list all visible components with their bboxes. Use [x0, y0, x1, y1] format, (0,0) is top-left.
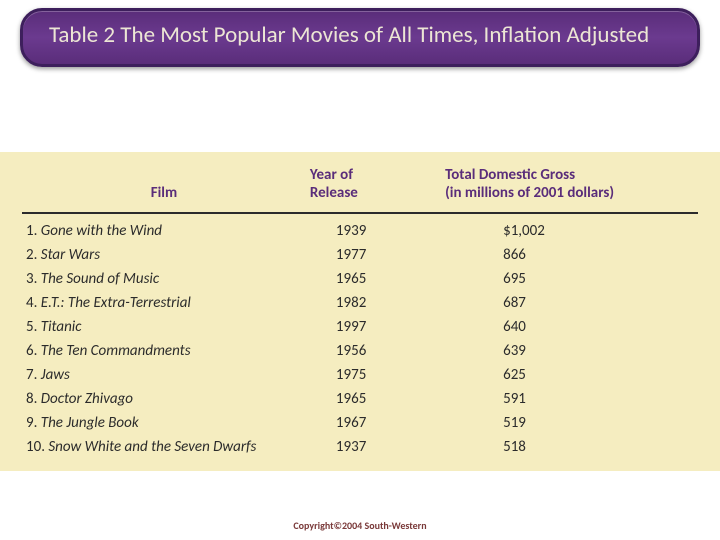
- column-header-year-line1: Year of: [310, 166, 353, 184]
- cell-film: 6. The Ten Commandments: [22, 339, 306, 363]
- column-header-gross: Total Domestic Gross (in millions of 200…: [441, 160, 698, 213]
- film-title: E.T.: The Extra-Terrestrial: [41, 294, 191, 312]
- cell-year: 1956: [306, 339, 441, 363]
- film-title: The Ten Commandments: [41, 342, 191, 360]
- film-title: Doctor Zhivago: [41, 390, 133, 408]
- cell-gross: 866: [441, 243, 698, 267]
- cell-gross: 519: [441, 411, 698, 435]
- film-rank: 8.: [26, 390, 41, 408]
- column-header-gross-line1: Total Domestic Gross: [445, 166, 575, 184]
- film-rank: 5.: [26, 318, 41, 336]
- banner-title: Table 2 The Most Popular Movies of All T…: [49, 21, 671, 50]
- cell-film: 5. Titanic: [22, 315, 306, 339]
- cell-gross: 687: [441, 291, 698, 315]
- cell-year: 1975: [306, 363, 441, 387]
- column-header-film: Film: [22, 160, 306, 213]
- cell-gross: 625: [441, 363, 698, 387]
- cell-year: 1967: [306, 411, 441, 435]
- film-title: Jaws: [41, 366, 70, 384]
- cell-gross: 639: [441, 339, 698, 363]
- film-rank: 4.: [26, 294, 41, 312]
- table-row: 8. Doctor Zhivago1965591: [22, 387, 698, 411]
- film-title: The Jungle Book: [41, 414, 139, 432]
- cell-film: 7. Jaws: [22, 363, 306, 387]
- cell-film: 10. Snow White and the Seven Dwarfs: [22, 435, 306, 459]
- cell-year: 1937: [306, 435, 441, 459]
- table-row: 3. The Sound of Music1965695: [22, 267, 698, 291]
- cell-year: 1977: [306, 243, 441, 267]
- film-title: Gone with the Wind: [41, 222, 162, 240]
- cell-year: 1997: [306, 315, 441, 339]
- film-rank: 1.: [26, 222, 41, 240]
- cell-film: 9. The Jungle Book: [22, 411, 306, 435]
- table-row: 2. Star Wars1977866: [22, 243, 698, 267]
- film-title: Titanic: [41, 318, 82, 336]
- cell-film: 1. Gone with the Wind: [22, 213, 306, 243]
- film-rank: 6.: [26, 342, 41, 360]
- movies-table: Film Year of Release Total Domestic Gros…: [22, 160, 698, 459]
- table-row: 4. E.T.: The Extra-Terrestrial1982687: [22, 291, 698, 315]
- cell-year: 1965: [306, 387, 441, 411]
- movies-table-container: Film Year of Release Total Domestic Gros…: [0, 152, 720, 471]
- cell-year: 1982: [306, 291, 441, 315]
- cell-year: 1965: [306, 267, 441, 291]
- cell-gross: 591: [441, 387, 698, 411]
- column-header-year-line2: Release: [310, 184, 358, 202]
- cell-film: 3. The Sound of Music: [22, 267, 306, 291]
- film-title: The Sound of Music: [41, 270, 159, 288]
- title-banner: Table 2 The Most Popular Movies of All T…: [20, 8, 700, 67]
- table-row: 7. Jaws1975625: [22, 363, 698, 387]
- film-title: Snow White and the Seven Dwarfs: [48, 438, 256, 456]
- cell-gross: $1,002: [441, 213, 698, 243]
- table-row: 6. The Ten Commandments1956639: [22, 339, 698, 363]
- table-row: 5. Titanic1997640: [22, 315, 698, 339]
- column-header-gross-line2: (in millions of 2001 dollars): [445, 184, 614, 202]
- film-title: Star Wars: [41, 246, 100, 264]
- cell-film: 4. E.T.: The Extra-Terrestrial: [22, 291, 306, 315]
- cell-gross: 695: [441, 267, 698, 291]
- table-row: 9. The Jungle Book1967519: [22, 411, 698, 435]
- film-rank: 3.: [26, 270, 41, 288]
- film-rank: 10.: [26, 438, 48, 456]
- cell-gross: 640: [441, 315, 698, 339]
- cell-film: 2. Star Wars: [22, 243, 306, 267]
- table-row: 10. Snow White and the Seven Dwarfs19375…: [22, 435, 698, 459]
- cell-film: 8. Doctor Zhivago: [22, 387, 306, 411]
- column-header-year: Year of Release: [306, 160, 441, 213]
- cell-gross: 518: [441, 435, 698, 459]
- film-rank: 7.: [26, 366, 41, 384]
- cell-year: 1939: [306, 213, 441, 243]
- table-row: 1. Gone with the Wind1939$1,002: [22, 213, 698, 243]
- film-rank: 2.: [26, 246, 41, 264]
- copyright-text: Copyright©2004 South-Western: [0, 519, 720, 532]
- film-rank: 9.: [26, 414, 41, 432]
